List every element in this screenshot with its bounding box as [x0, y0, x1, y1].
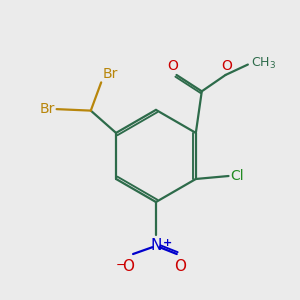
- Text: N: N: [150, 238, 162, 253]
- Text: +: +: [163, 238, 172, 248]
- Text: O: O: [174, 259, 186, 274]
- Text: CH$_3$: CH$_3$: [251, 56, 276, 70]
- Text: −: −: [116, 260, 126, 272]
- Text: O: O: [122, 259, 134, 274]
- Text: O: O: [167, 58, 178, 73]
- Text: Cl: Cl: [230, 169, 244, 183]
- Text: Br: Br: [103, 67, 118, 81]
- Text: Br: Br: [40, 102, 55, 116]
- Text: O: O: [222, 59, 232, 74]
